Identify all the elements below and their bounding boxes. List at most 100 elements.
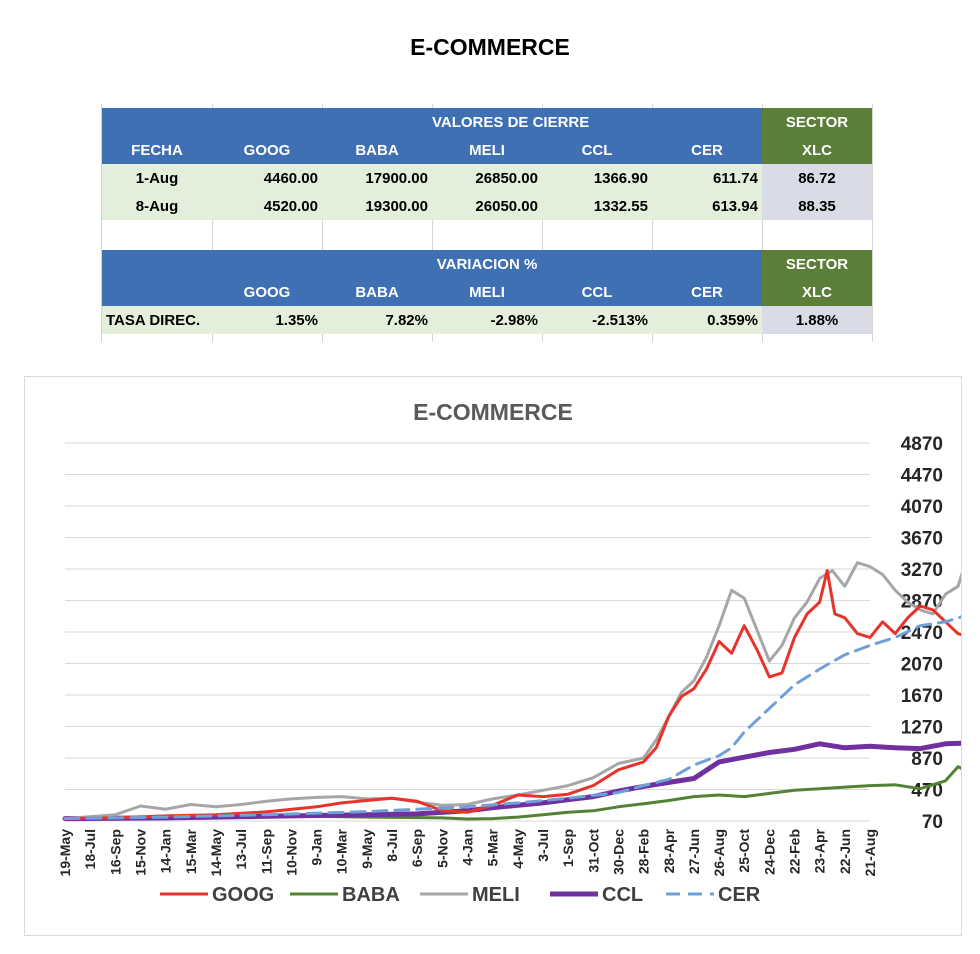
x-tick-label: 10-Nov — [283, 829, 299, 876]
y-tick-label: 2070 — [901, 655, 943, 676]
ccl-cell: -2.513% — [542, 306, 652, 334]
column-header-meli: MELI — [432, 136, 542, 164]
baba-cell: 19300.00 — [322, 192, 432, 220]
x-tick-label: 26-Aug — [711, 829, 727, 876]
x-tick-label: 1-Sep — [560, 829, 576, 867]
meli-cell: 26850.00 — [432, 164, 542, 192]
table-row: 1-Aug 4460.00 17900.00 26850.00 1366.90 … — [102, 164, 872, 192]
sheet-gridline — [872, 104, 873, 342]
closing-values-table: VALORES DE CIERRE SECTOR FECHA GOOG BABA… — [102, 108, 872, 220]
x-tick-label: 13-Jul — [233, 829, 249, 869]
goog-cell: 1.35% — [212, 306, 322, 334]
variation-group-header-row: VARIACION % SECTOR — [102, 250, 872, 278]
sector-subheader: XLC — [762, 136, 872, 164]
meli-cell: -2.98% — [432, 306, 542, 334]
sheet-gridline — [762, 104, 763, 342]
sheet-gridline — [542, 104, 543, 342]
x-tick-label: 5-Mar — [485, 828, 501, 866]
x-tick-label: 15-Mar — [183, 828, 199, 874]
legend-label: GOOG — [212, 884, 274, 906]
cer-cell: 611.74 — [652, 164, 762, 192]
x-tick-label: 25-Oct — [736, 829, 752, 873]
column-header-cer: CER — [652, 136, 762, 164]
x-tick-label: 28-Apr — [661, 828, 677, 873]
x-tick-label: 3-Jul — [535, 829, 551, 862]
y-tick-label: 2870 — [901, 592, 943, 613]
x-tick-label: 23-Apr — [812, 828, 828, 873]
page-title: E-COMMERCE — [410, 34, 570, 60]
cer-cell: 0.359% — [652, 306, 762, 334]
line-chart: 4870 4470 4070 3670 3270 2870 2470 2070 1670 1270… — [57, 434, 961, 906]
x-tick-label: 4-Jan — [460, 829, 476, 866]
legend-label: MELI — [472, 884, 520, 906]
y-tick-label: 4070 — [901, 497, 943, 518]
series-line-cer — [63, 615, 961, 821]
column-header-baba: BABA — [322, 278, 432, 306]
column-header-meli: MELI — [432, 278, 542, 306]
variation-group-header: VARIACION % — [432, 250, 542, 278]
xlc-cell: 86.72 — [762, 164, 872, 192]
x-tick-label: 15-Nov — [132, 829, 148, 876]
row-label: TASA DIREC. — [102, 306, 212, 334]
x-tick-label: 6-Sep — [409, 829, 425, 867]
x-tick-label: 22-Feb — [787, 829, 803, 874]
y-tick-label: 4470 — [901, 466, 943, 487]
x-tick-label: 31-Oct — [585, 829, 601, 873]
y-tick-label: 870 — [911, 749, 943, 770]
x-tick-label: 10-Mar — [334, 828, 350, 874]
closing-values-group-header: VALORES DE CIERRE — [432, 108, 589, 136]
y-tick-label: 3270 — [901, 560, 943, 581]
x-tick-label: 24-Dec — [761, 829, 777, 875]
column-header-ccl: CCL — [542, 136, 652, 164]
y-tick-label: 470 — [911, 781, 943, 802]
y-tick-label: 1670 — [901, 686, 943, 707]
y-tick-label: 2470 — [901, 623, 943, 644]
series-line-goog — [63, 569, 961, 821]
x-tick-label: 5-Nov — [434, 829, 450, 868]
x-tick-label: 9-May — [359, 829, 375, 869]
x-tick-label: 22-Jun — [837, 829, 853, 874]
sheet-gridline — [322, 104, 323, 342]
y-tick-label: 4870 — [901, 434, 943, 455]
y-tick-label: 3670 — [901, 529, 943, 550]
sheet-gridline — [212, 104, 213, 342]
ccl-cell: 1366.90 — [542, 164, 652, 192]
meli-cell: 26050.00 — [432, 192, 542, 220]
chart-title: E-COMMERCE — [413, 399, 573, 425]
x-tick-label: 18-Jul — [82, 829, 98, 869]
x-tick-label: 30-Dec — [610, 829, 626, 875]
column-header-goog: GOOG — [212, 278, 322, 306]
x-tick-label: 8-Jul — [384, 829, 400, 862]
sector-header: SECTOR — [762, 108, 872, 136]
column-header-goog: GOOG — [212, 136, 322, 164]
x-tick-label: 14-May — [208, 829, 224, 877]
legend-label: CER — [718, 884, 761, 906]
column-header-baba: BABA — [322, 136, 432, 164]
series-line-baba — [63, 765, 961, 821]
ccl-cell: 1332.55 — [542, 192, 652, 220]
sheet-gridline — [652, 104, 653, 342]
variation-table: VARIACION % SECTOR GOOG BABA MELI CCL CE… — [102, 250, 872, 334]
fecha-cell: 8-Aug — [102, 192, 212, 220]
xlc-cell: 88.35 — [762, 192, 872, 220]
column-header-fecha: FECHA — [102, 136, 212, 164]
x-tick-label: 4-May — [510, 829, 526, 869]
column-header-cer: CER — [652, 278, 762, 306]
goog-cell: 4520.00 — [212, 192, 322, 220]
goog-cell: 4460.00 — [212, 164, 322, 192]
closing-values-group-header-row: VALORES DE CIERRE SECTOR — [102, 108, 872, 136]
closing-values-column-header-row: FECHA GOOG BABA MELI CCL CER XLC — [102, 136, 872, 164]
chart-container: E-COMMERCE 4870 4470 4070 3670 3270 2870 2470 2… — [24, 376, 962, 936]
x-tick-label: 21-Aug — [862, 829, 878, 876]
x-tick-label: 11-Sep — [258, 829, 274, 874]
y-tick-label: 1270 — [901, 718, 943, 739]
series-line-meli — [63, 561, 961, 821]
cer-cell: 613.94 — [652, 192, 762, 220]
x-tick-label: 27-Jun — [686, 829, 702, 874]
legend-label: BABA — [342, 884, 400, 906]
baba-cell: 17900.00 — [322, 164, 432, 192]
table-row: 8-Aug 4520.00 19300.00 26050.00 1332.55 … — [102, 192, 872, 220]
sheet-gridline — [101, 104, 102, 342]
x-tick-label: 16-Sep — [107, 829, 123, 875]
baba-cell: 7.82% — [322, 306, 432, 334]
